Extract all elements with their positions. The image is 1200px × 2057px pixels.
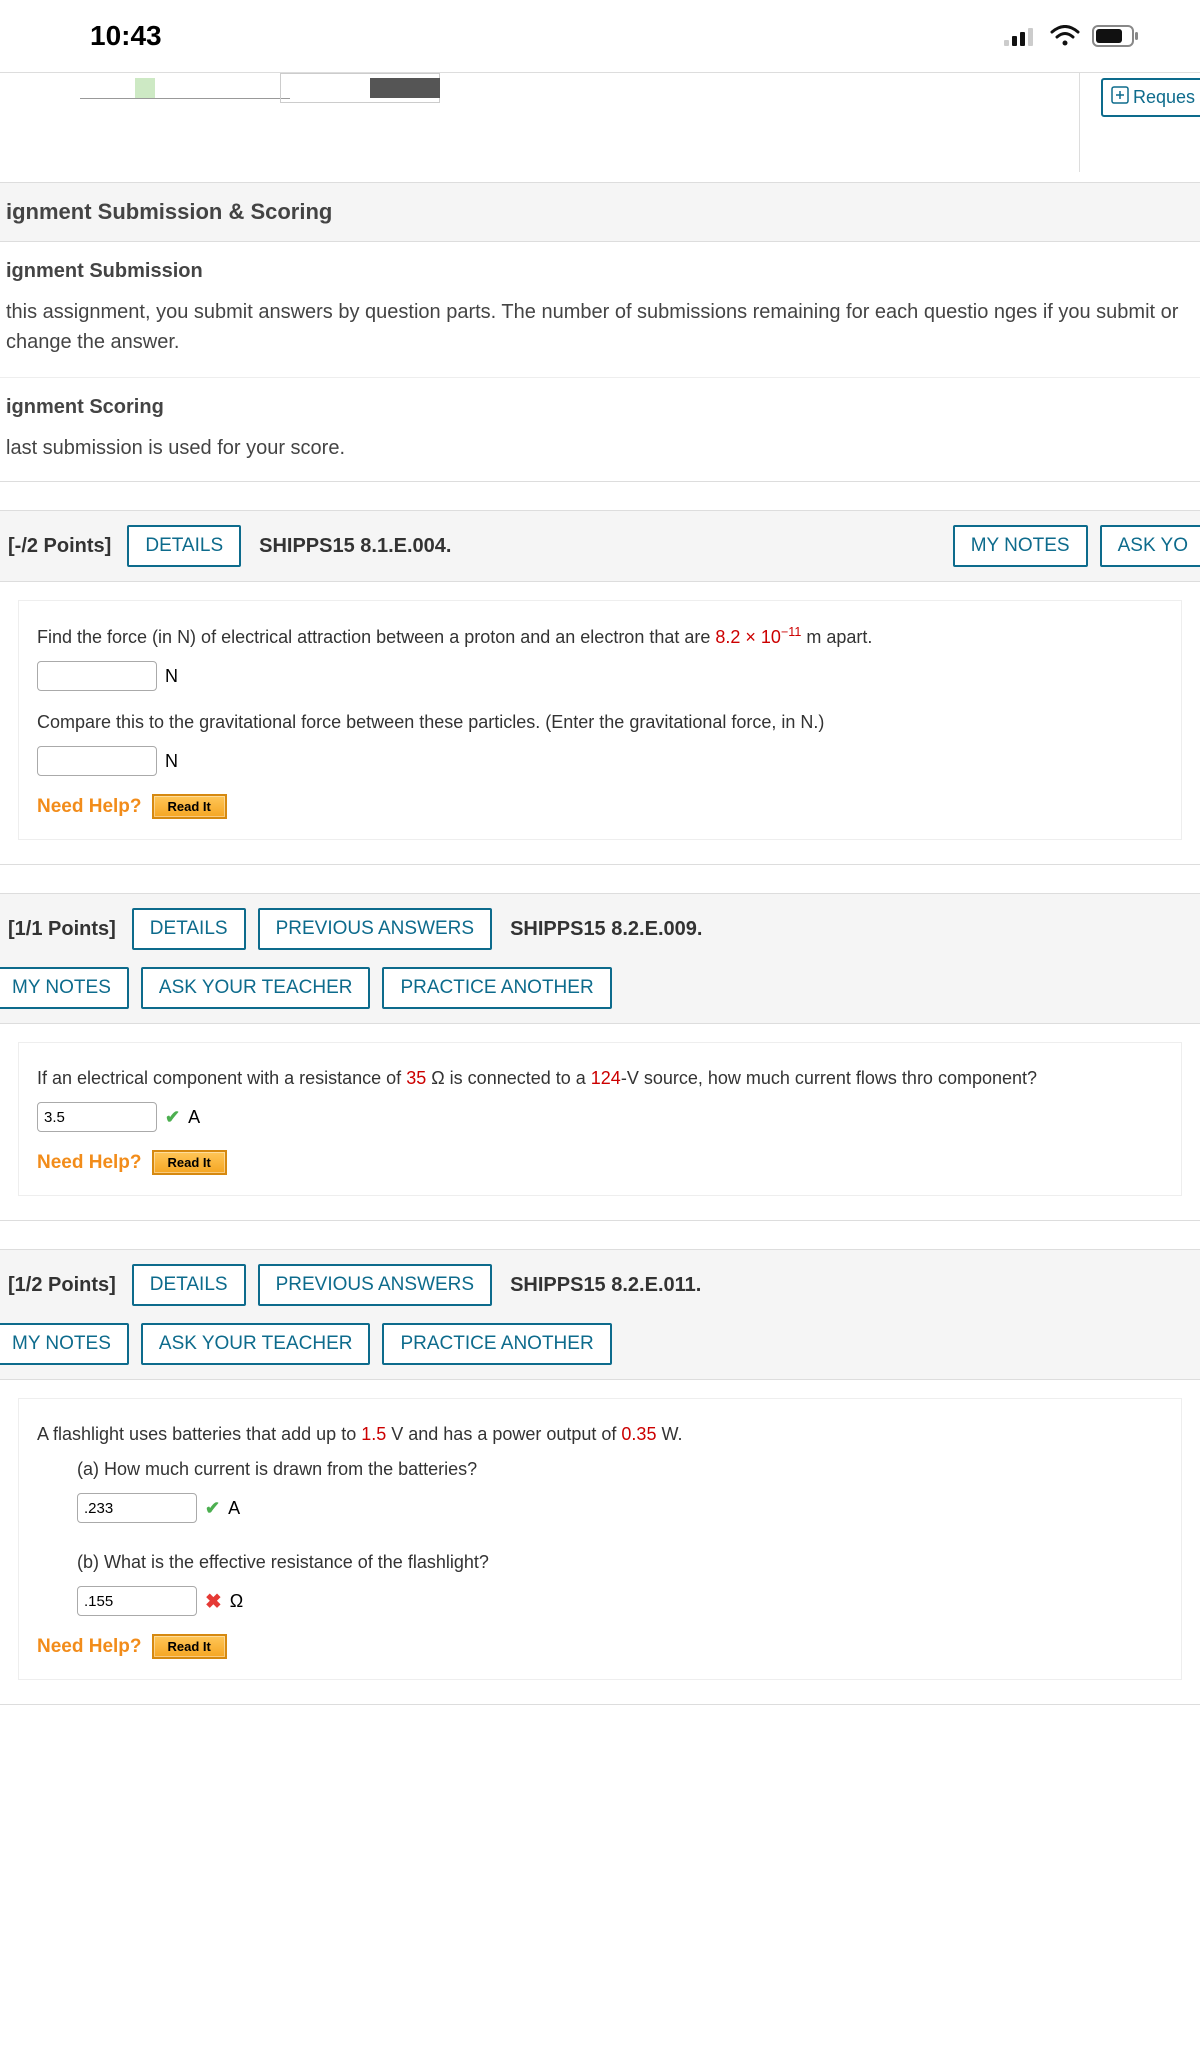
q3-code: SHIPPS15 8.2.E.011.	[510, 1274, 701, 1297]
read-it-button[interactable]: Read It	[152, 1634, 227, 1659]
q2-prompt: If an electrical component with a resist…	[37, 1065, 1163, 1092]
q2-content: If an electrical component with a resist…	[18, 1042, 1182, 1196]
q2-code: SHIPPS15 8.2.E.009.	[510, 918, 702, 941]
previous-answers-button[interactable]: PREVIOUS ANSWERS	[258, 1264, 493, 1306]
request-label: Reques	[1133, 87, 1195, 108]
cellular-icon	[1004, 26, 1038, 46]
scoring-head: ignment Scoring	[6, 396, 1194, 419]
cross-icon: ✖	[205, 1589, 222, 1614]
q2-points: [1/1 Points]	[8, 918, 116, 941]
partial-underline	[80, 98, 290, 99]
q3-answer-b-input[interactable]	[77, 1586, 197, 1616]
q3-intro: A flashlight uses batteries that add up …	[37, 1421, 1163, 1448]
details-button[interactable]: DETAILS	[132, 908, 246, 950]
q1-prompt-2: Compare this to the gravitational force …	[37, 709, 1163, 736]
practice-another-button[interactable]: PRACTICE ANOTHER	[382, 967, 611, 1009]
q3-part-a: (a) How much current is drawn from the b…	[77, 1456, 1163, 1483]
q3-header-row1: [1/2 Points] DETAILS PREVIOUS ANSWERS SH…	[0, 1250, 1200, 1312]
q3-unit-b: Ω	[230, 1591, 243, 1612]
q2-need-help: Need Help? Read It	[37, 1150, 1163, 1175]
wifi-icon	[1050, 25, 1080, 47]
question-1: [-/2 Points] DETAILS SHIPPS15 8.1.E.004.…	[0, 510, 1200, 865]
my-notes-button[interactable]: MY NOTES	[0, 967, 129, 1009]
q3-part-b: (b) What is the effective resistance of …	[77, 1549, 1163, 1576]
q1-code: SHIPPS15 8.1.E.004.	[259, 535, 451, 558]
q2-header-row2: MY NOTES ASK YOUR TEACHER PRACTICE ANOTH…	[0, 955, 1200, 1024]
details-button[interactable]: DETAILS	[132, 1264, 246, 1306]
read-it-button[interactable]: Read It	[152, 1150, 227, 1175]
q1-need-help: Need Help? Read It	[37, 794, 1163, 819]
q1-unit-2: N	[165, 751, 178, 772]
q1-points: [-/2 Points]	[8, 535, 111, 558]
q3-points: [1/2 Points]	[8, 1274, 116, 1297]
need-help-label: Need Help?	[37, 1152, 142, 1174]
practice-another-button[interactable]: PRACTICE ANOTHER	[382, 1323, 611, 1365]
ask-teacher-button[interactable]: ASK YO	[1100, 525, 1200, 567]
previous-answers-button[interactable]: PREVIOUS ANSWERS	[258, 908, 493, 950]
need-help-label: Need Help?	[37, 796, 142, 818]
q3-header-row2: MY NOTES ASK YOUR TEACHER PRACTICE ANOTH…	[0, 1311, 1200, 1380]
partial-gray-block	[280, 73, 440, 103]
q3-need-help: Need Help? Read It	[37, 1634, 1163, 1659]
q1-unit-1: N	[165, 666, 178, 687]
question-3: [1/2 Points] DETAILS PREVIOUS ANSWERS SH…	[0, 1249, 1200, 1705]
panel-title: ignment Submission & Scoring	[0, 183, 1200, 242]
status-right	[1004, 25, 1140, 47]
submission-text: this assignment, you submit answers by q…	[6, 297, 1194, 357]
ask-teacher-button[interactable]: ASK YOUR TEACHER	[141, 1323, 371, 1365]
battery-icon	[1092, 25, 1140, 47]
read-it-button[interactable]: Read It	[152, 794, 227, 819]
submission-head: ignment Submission	[6, 260, 1194, 283]
my-notes-button[interactable]: MY NOTES	[0, 1323, 129, 1365]
green-box	[135, 78, 155, 98]
details-button[interactable]: DETAILS	[127, 525, 241, 567]
q1-answer-2-input[interactable]	[37, 746, 157, 776]
submission-scoring-panel: ignment Submission & Scoring ignment Sub…	[0, 182, 1200, 482]
request-button[interactable]: Reques	[1101, 78, 1200, 117]
q1-prompt-1: Find the force (in N) of electrical attr…	[37, 623, 1163, 651]
status-time: 10:43	[90, 20, 162, 52]
ask-teacher-button[interactable]: ASK YOUR TEACHER	[141, 967, 371, 1009]
q1-content: Find the force (in N) of electrical attr…	[18, 600, 1182, 840]
check-icon: ✔	[205, 1498, 220, 1519]
q2-unit: A	[188, 1107, 200, 1128]
my-notes-button[interactable]: MY NOTES	[953, 525, 1088, 567]
q3-unit-a: A	[228, 1498, 240, 1519]
q1-answer-1-input[interactable]	[37, 661, 157, 691]
q1-header: [-/2 Points] DETAILS SHIPPS15 8.1.E.004.…	[0, 511, 1200, 582]
check-icon: ✔	[165, 1107, 180, 1128]
plus-icon	[1111, 86, 1129, 109]
q2-header-row1: [1/1 Points] DETAILS PREVIOUS ANSWERS SH…	[0, 894, 1200, 956]
need-help-label: Need Help?	[37, 1636, 142, 1658]
top-partial-area: Reques	[0, 72, 1200, 172]
divider	[0, 377, 1200, 378]
scoring-text: last submission is used for your score.	[6, 433, 1194, 463]
q3-answer-a-input[interactable]	[77, 1493, 197, 1523]
question-2: [1/1 Points] DETAILS PREVIOUS ANSWERS SH…	[0, 893, 1200, 1221]
q3-content: A flashlight uses batteries that add up …	[18, 1398, 1182, 1680]
q2-answer-input[interactable]	[37, 1102, 157, 1132]
status-bar: 10:43	[0, 0, 1200, 72]
vertical-divider	[1079, 73, 1080, 172]
